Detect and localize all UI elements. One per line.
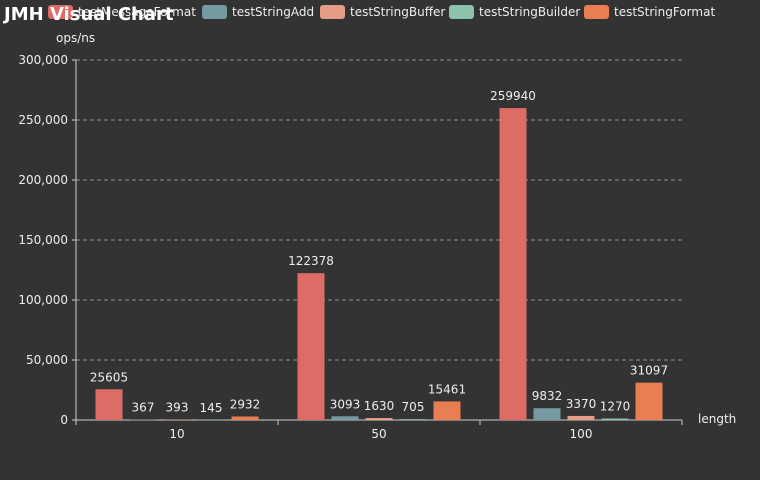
bar <box>197 419 225 421</box>
legend-swatch <box>48 5 73 19</box>
data-label: 1270 <box>600 399 631 413</box>
data-label: 1630 <box>364 399 395 413</box>
y-tick-label: 300,000 <box>18 53 68 67</box>
y-tick-label: 250,000 <box>18 113 68 127</box>
legend-swatch <box>320 5 345 19</box>
y-axis-label: ops/ns <box>56 31 95 45</box>
bars <box>95 108 663 421</box>
data-label: 393 <box>166 401 189 415</box>
bar <box>163 419 191 421</box>
legend-item: testStringAdd <box>232 5 314 19</box>
legend-swatch <box>584 5 609 19</box>
x-axis: 10 50 100 <box>75 419 683 441</box>
data-label: 2932 <box>230 397 261 411</box>
y-tick-label: 150,000 <box>18 233 68 247</box>
bar <box>129 419 157 421</box>
data-label: 15461 <box>428 382 466 396</box>
bar <box>399 419 427 420</box>
data-label: 122378 <box>288 254 334 268</box>
bar <box>95 389 123 420</box>
data-labels: 25605 367 393 145 2932 122378 3093 1630 70515461… <box>90 89 668 415</box>
bar <box>365 418 393 420</box>
y-axis: 0 50,000 100,000 150,000 200,000 250,000 300,0… <box>18 53 77 427</box>
legend-swatch <box>449 5 474 19</box>
legend: testMessageFormat testStringAdd testString… <box>48 5 715 19</box>
bar <box>297 273 325 420</box>
data-label: 705 <box>402 400 425 414</box>
legend-item: testStringBuilder <box>479 5 580 19</box>
x-tick-label: 10 <box>169 427 184 441</box>
grid-lines <box>76 59 682 361</box>
x-tick-label: 100 <box>570 427 593 441</box>
y-tick-label: 0 <box>60 413 68 427</box>
bar <box>499 108 527 421</box>
y-tick-label: 200,000 <box>18 173 68 187</box>
y-tick-label: 50,000 <box>26 353 68 367</box>
data-label: 259940 <box>490 89 536 103</box>
bar <box>331 416 359 420</box>
data-label: 3370 <box>566 397 597 411</box>
bar <box>567 415 595 420</box>
data-label: 3093 <box>330 397 361 411</box>
bar <box>635 382 663 420</box>
x-axis-label: length <box>698 412 736 426</box>
legend-item: testStringBuffer <box>350 5 445 19</box>
y-tick-label: 100,000 <box>18 293 68 307</box>
data-label: 31097 <box>630 364 668 378</box>
data-label: 145 <box>200 401 223 415</box>
legend-item: testStringFormat <box>614 5 715 19</box>
x-tick-label: 50 <box>371 427 386 441</box>
data-label: 367 <box>132 401 155 415</box>
data-label: 25605 <box>90 370 128 384</box>
bar <box>433 401 461 420</box>
legend-swatch <box>202 5 227 19</box>
data-label: 9832 <box>532 389 563 403</box>
bar <box>231 416 259 420</box>
legend-item: testMessageFormat <box>78 5 196 19</box>
bar <box>533 408 561 420</box>
chart-title: JMH Visual Chart <box>2 4 174 25</box>
bar <box>601 418 629 420</box>
